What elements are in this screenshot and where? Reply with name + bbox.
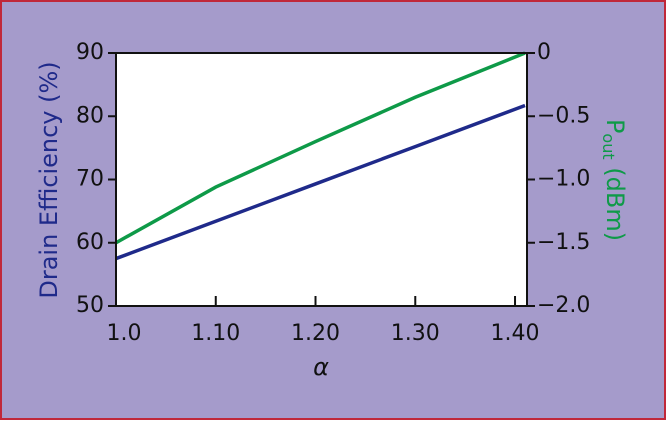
y-axis-label: Drain Efficiency (%)	[35, 61, 63, 298]
plot-area	[116, 53, 527, 306]
y-tick-label: 50	[76, 293, 104, 318]
y-tick-label: 60	[76, 230, 104, 255]
series-line	[115, 51, 526, 245]
x-tick-label: 1.0	[107, 321, 142, 346]
x-tick-label: 1.10	[191, 321, 240, 346]
plot-frame	[115, 52, 528, 307]
y2-label-sub: out	[600, 133, 619, 159]
x-tick-label: 1.20	[291, 321, 340, 346]
y2-label-main: P	[601, 119, 629, 133]
x-axis-label: α	[313, 353, 329, 381]
x-tick-label: 1.40	[491, 321, 540, 346]
y-tick-label: 70	[76, 167, 104, 192]
y2-tick-label: −2.0	[537, 293, 590, 318]
y2-tick-label: −1.5	[537, 230, 590, 255]
y2-tick-label: −0.5	[537, 103, 590, 128]
y2-tick-label: 0	[537, 40, 551, 65]
y2-axis-label: Pout (dBm)	[600, 119, 630, 241]
series-line	[115, 103, 526, 261]
y-tick-label: 80	[76, 103, 104, 128]
y2-label-rest: (dBm)	[601, 160, 629, 241]
x-tick-label: 1.30	[391, 321, 440, 346]
y-tick-label: 90	[76, 40, 104, 65]
y2-tick-label: −1.0	[537, 167, 590, 192]
